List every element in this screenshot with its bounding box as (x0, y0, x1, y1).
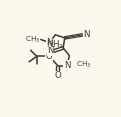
Text: N: N (64, 61, 70, 70)
Text: NH$_2$: NH$_2$ (46, 39, 64, 51)
Text: CH$_3$: CH$_3$ (76, 60, 92, 70)
Text: N: N (46, 38, 53, 47)
Text: O: O (46, 52, 53, 61)
Text: N: N (47, 46, 53, 55)
Text: N: N (83, 30, 90, 39)
Text: O: O (54, 71, 61, 80)
Text: CH$_3$: CH$_3$ (25, 34, 40, 45)
